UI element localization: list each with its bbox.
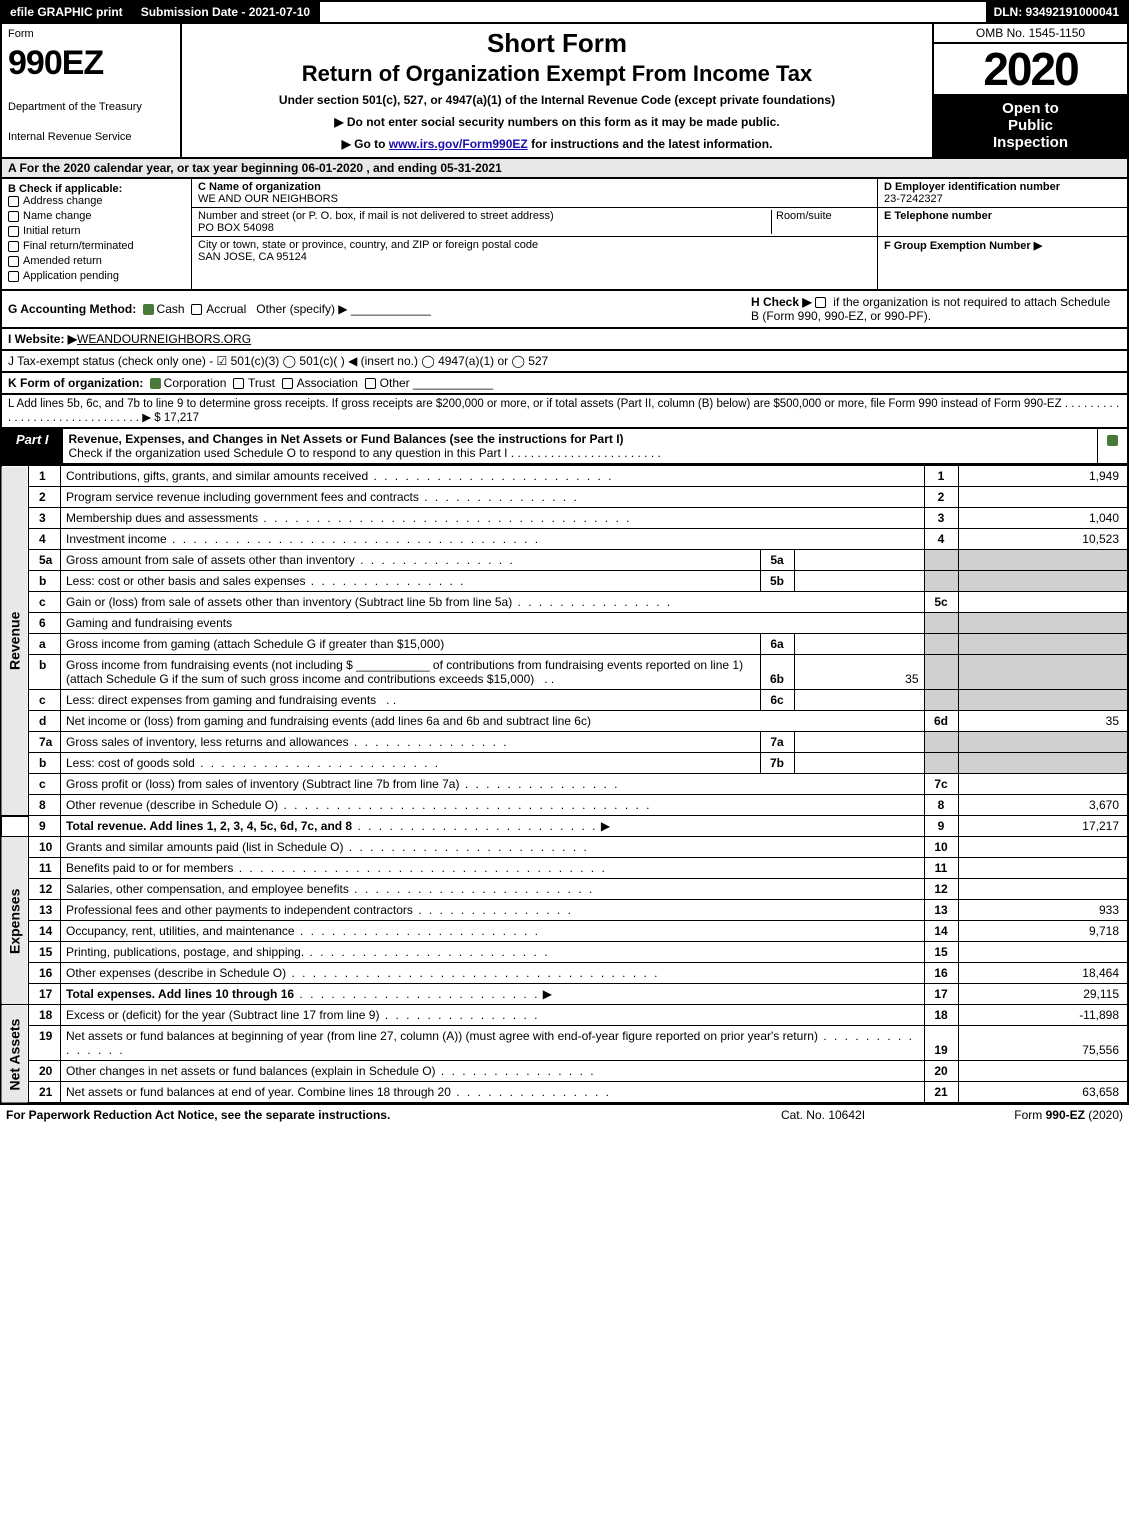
- submission-date: Submission Date - 2021-07-10: [133, 2, 320, 22]
- group-exemption-label: F Group Exemption Number ▶: [884, 240, 1042, 252]
- line-1-value: 1,949: [958, 466, 1128, 487]
- short-form-title: Short Form: [186, 28, 928, 59]
- dept-irs: Internal Revenue Service: [8, 131, 174, 143]
- ck-accrual-icon[interactable]: [191, 304, 202, 315]
- line-18-value: -11,898: [958, 1005, 1128, 1026]
- expenses-side-label: Expenses: [1, 837, 29, 1005]
- form-header: Form 990EZ Department of the Treasury In…: [0, 24, 1129, 159]
- under-section: Under section 501(c), 527, or 4947(a)(1)…: [186, 93, 928, 107]
- website-link[interactable]: WEANDOURNEIGHBORS.ORG: [77, 332, 251, 346]
- block-d: D Employer identification number 23-7242…: [877, 179, 1127, 289]
- line-19-value: 75,556: [958, 1026, 1128, 1061]
- footer-formref: Form 990-EZ (2020): [923, 1108, 1123, 1122]
- form-number: 990EZ: [8, 44, 174, 83]
- header-mid: Short Form Return of Organization Exempt…: [182, 24, 932, 157]
- room-suite-label: Room/suite: [771, 210, 871, 234]
- org-name-label: C Name of organization: [198, 181, 321, 193]
- g-label: G Accounting Method:: [8, 302, 136, 316]
- row-a-tax-year: A For the 2020 calendar year, or tax yea…: [0, 159, 1129, 179]
- ck-trust-icon[interactable]: [233, 378, 244, 389]
- line-l: L Add lines 5b, 6c, and 7b to line 9 to …: [0, 395, 1129, 429]
- line-3-value: 1,040: [958, 508, 1128, 529]
- line-6b-inval: 35: [794, 655, 924, 690]
- line-21-value: 63,658: [958, 1082, 1128, 1104]
- part-1-header: Part I Revenue, Expenses, and Changes in…: [0, 429, 1129, 465]
- omb-number: OMB No. 1545-1150: [934, 24, 1127, 44]
- efile-label[interactable]: efile GRAPHIC print: [2, 2, 133, 22]
- ck-address[interactable]: Address change: [8, 195, 185, 207]
- top-bar: efile GRAPHIC print Submission Date - 20…: [0, 0, 1129, 24]
- ck-name[interactable]: Name change: [8, 210, 185, 222]
- tel-label: E Telephone number: [884, 210, 992, 222]
- return-title: Return of Organization Exempt From Incom…: [186, 61, 928, 87]
- city-label: City or town, state or province, country…: [198, 239, 538, 251]
- ck-assoc-icon[interactable]: [282, 378, 293, 389]
- ck-h-icon[interactable]: [815, 297, 826, 308]
- entity-block: B Check if applicable: Address change Na…: [0, 179, 1129, 291]
- line-4-value: 10,523: [958, 529, 1128, 550]
- org-name: WE AND OUR NEIGHBORS: [198, 193, 338, 205]
- street-label: Number and street (or P. O. box, if mail…: [198, 210, 554, 222]
- open-public-badge: Open toPublicInspection: [934, 94, 1127, 157]
- ck-corp-icon: [150, 378, 161, 389]
- part-1-check[interactable]: [1097, 429, 1127, 463]
- dept-treasury: Department of the Treasury: [8, 101, 174, 113]
- ck-cash-icon: [143, 304, 154, 315]
- footer-catno: Cat. No. 10642I: [723, 1108, 923, 1122]
- block-c-org: C Name of organization WE AND OUR NEIGHB…: [192, 179, 877, 289]
- tax-year: 2020: [934, 44, 1127, 94]
- goto-line: ▶ Go to www.irs.gov/Form990EZ for instru…: [186, 137, 928, 151]
- ein-label: D Employer identification number: [884, 181, 1060, 193]
- row-g-h: G Accounting Method: Cash Accrual Other …: [0, 291, 1129, 329]
- street-value: PO BOX 54098: [198, 222, 274, 234]
- footer-left: For Paperwork Reduction Act Notice, see …: [6, 1108, 723, 1122]
- no-ssn-notice: ▶ Do not enter social security numbers o…: [186, 115, 928, 129]
- header-left: Form 990EZ Department of the Treasury In…: [2, 24, 182, 157]
- line-13-value: 933: [958, 900, 1128, 921]
- revenue-side-label: Revenue: [1, 466, 29, 816]
- line-6d-value: 35: [958, 711, 1128, 732]
- ck-pending[interactable]: Application pending: [8, 270, 185, 282]
- tax-exempt-row: J Tax-exempt status (check only one) - ☑…: [0, 351, 1129, 373]
- ck-initial[interactable]: Initial return: [8, 225, 185, 237]
- k-org-row: K Form of organization: Corporation Trus…: [0, 373, 1129, 395]
- ein-value: 23-7242327: [884, 193, 943, 205]
- h-block: H Check ▶ if the organization is not req…: [741, 295, 1121, 323]
- part-1-title: Revenue, Expenses, and Changes in Net As…: [63, 429, 1097, 463]
- ck-amended[interactable]: Amended return: [8, 255, 185, 267]
- part-1-table: Revenue 1 Contributions, gifts, grants, …: [0, 465, 1129, 1104]
- ck-final[interactable]: Final return/terminated: [8, 240, 185, 252]
- netassets-side-label: Net Assets: [1, 1005, 29, 1104]
- irs-link[interactable]: www.irs.gov/Form990EZ: [389, 137, 528, 151]
- dln: DLN: 93492191000041: [986, 2, 1127, 22]
- form-word: Form: [8, 28, 174, 40]
- line-14-value: 9,718: [958, 921, 1128, 942]
- line-16-value: 18,464: [958, 963, 1128, 984]
- block-b-label: B Check if applicable:: [8, 183, 185, 195]
- line-9-value: 17,217: [958, 816, 1128, 837]
- line-17-value: 29,115: [958, 984, 1128, 1005]
- line-8-value: 3,670: [958, 795, 1128, 816]
- website-row: I Website: ▶WEANDOURNEIGHBORS.ORG: [0, 329, 1129, 351]
- city-value: SAN JOSE, CA 95124: [198, 251, 307, 263]
- page-footer: For Paperwork Reduction Act Notice, see …: [0, 1104, 1129, 1125]
- header-right: OMB No. 1545-1150 2020 Open toPublicInsp…: [932, 24, 1127, 157]
- block-b-checkboxes: B Check if applicable: Address change Na…: [2, 179, 192, 289]
- ck-other-icon[interactable]: [365, 378, 376, 389]
- part-1-label: Part I: [2, 429, 63, 463]
